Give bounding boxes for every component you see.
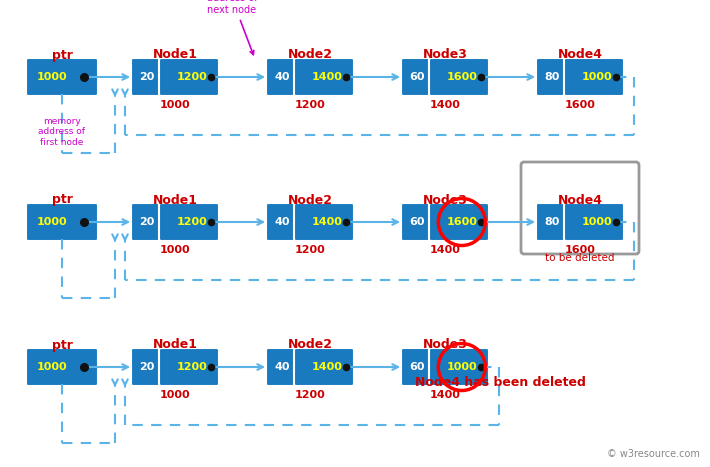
Text: 1200: 1200	[295, 390, 325, 400]
Text: 1600: 1600	[447, 72, 477, 82]
FancyBboxPatch shape	[159, 203, 219, 241]
Text: Node2: Node2	[288, 49, 332, 62]
Text: Node2: Node2	[288, 339, 332, 352]
FancyBboxPatch shape	[429, 203, 489, 241]
Text: 80: 80	[545, 72, 559, 82]
Text: 20: 20	[139, 72, 155, 82]
Text: to be deleted: to be deleted	[545, 253, 615, 263]
Text: 60: 60	[409, 362, 425, 372]
FancyBboxPatch shape	[294, 348, 354, 386]
Text: 60: 60	[409, 72, 425, 82]
FancyBboxPatch shape	[266, 58, 298, 96]
FancyBboxPatch shape	[401, 348, 433, 386]
Text: 1000: 1000	[37, 217, 67, 227]
FancyBboxPatch shape	[159, 348, 219, 386]
Text: 1600: 1600	[564, 245, 596, 255]
Text: © w3resource.com: © w3resource.com	[607, 449, 700, 459]
Text: Node3: Node3	[422, 49, 467, 62]
Text: 1000: 1000	[37, 72, 67, 82]
FancyBboxPatch shape	[536, 58, 568, 96]
Text: memory
address of
next node: memory address of next node	[207, 0, 257, 55]
FancyBboxPatch shape	[401, 203, 433, 241]
Text: Node1: Node1	[153, 193, 197, 206]
Text: 1200: 1200	[295, 245, 325, 255]
FancyBboxPatch shape	[294, 203, 354, 241]
FancyBboxPatch shape	[429, 348, 489, 386]
Text: 40: 40	[274, 72, 290, 82]
FancyBboxPatch shape	[564, 58, 624, 96]
FancyBboxPatch shape	[131, 203, 163, 241]
Text: Node4: Node4	[557, 49, 603, 62]
Text: 1400: 1400	[430, 245, 461, 255]
FancyBboxPatch shape	[401, 58, 433, 96]
Text: 80: 80	[545, 217, 559, 227]
Text: Node3: Node3	[422, 193, 467, 206]
Text: 1400: 1400	[430, 390, 461, 400]
Text: 1200: 1200	[176, 72, 207, 82]
Text: 1600: 1600	[447, 217, 477, 227]
Text: 1400: 1400	[430, 100, 461, 110]
Text: 40: 40	[274, 362, 290, 372]
Text: 1200: 1200	[176, 362, 207, 372]
Text: 1000: 1000	[581, 72, 612, 82]
Text: Node3: Node3	[422, 339, 467, 352]
Text: 1400: 1400	[312, 72, 342, 82]
FancyBboxPatch shape	[266, 348, 298, 386]
FancyBboxPatch shape	[429, 58, 489, 96]
Text: 1000: 1000	[160, 390, 190, 400]
Text: 1000: 1000	[160, 245, 190, 255]
FancyBboxPatch shape	[26, 58, 98, 96]
Text: 1600: 1600	[564, 100, 596, 110]
Text: 1000: 1000	[581, 217, 612, 227]
Text: 1000: 1000	[37, 362, 67, 372]
FancyBboxPatch shape	[159, 58, 219, 96]
Text: Node4 has been deleted: Node4 has been deleted	[415, 375, 586, 389]
FancyBboxPatch shape	[536, 203, 568, 241]
Text: memory
address of
first node: memory address of first node	[38, 117, 85, 147]
Text: 60: 60	[409, 217, 425, 227]
Text: ptr: ptr	[52, 49, 72, 62]
FancyBboxPatch shape	[26, 348, 98, 386]
Text: Node4: Node4	[557, 193, 603, 206]
Text: 1000: 1000	[447, 362, 477, 372]
FancyBboxPatch shape	[266, 203, 298, 241]
FancyBboxPatch shape	[564, 203, 624, 241]
FancyBboxPatch shape	[294, 58, 354, 96]
Text: ptr: ptr	[52, 339, 72, 352]
Text: Node1: Node1	[153, 49, 197, 62]
FancyBboxPatch shape	[26, 203, 98, 241]
Text: 1200: 1200	[176, 217, 207, 227]
Text: 1400: 1400	[312, 217, 342, 227]
Text: Node2: Node2	[288, 193, 332, 206]
Text: 1200: 1200	[295, 100, 325, 110]
FancyBboxPatch shape	[131, 348, 163, 386]
FancyBboxPatch shape	[131, 58, 163, 96]
Text: 1000: 1000	[160, 100, 190, 110]
Text: ptr: ptr	[52, 193, 72, 206]
Text: 20: 20	[139, 362, 155, 372]
Text: Node1: Node1	[153, 339, 197, 352]
Text: 40: 40	[274, 217, 290, 227]
Text: 1400: 1400	[312, 362, 342, 372]
Text: 20: 20	[139, 217, 155, 227]
